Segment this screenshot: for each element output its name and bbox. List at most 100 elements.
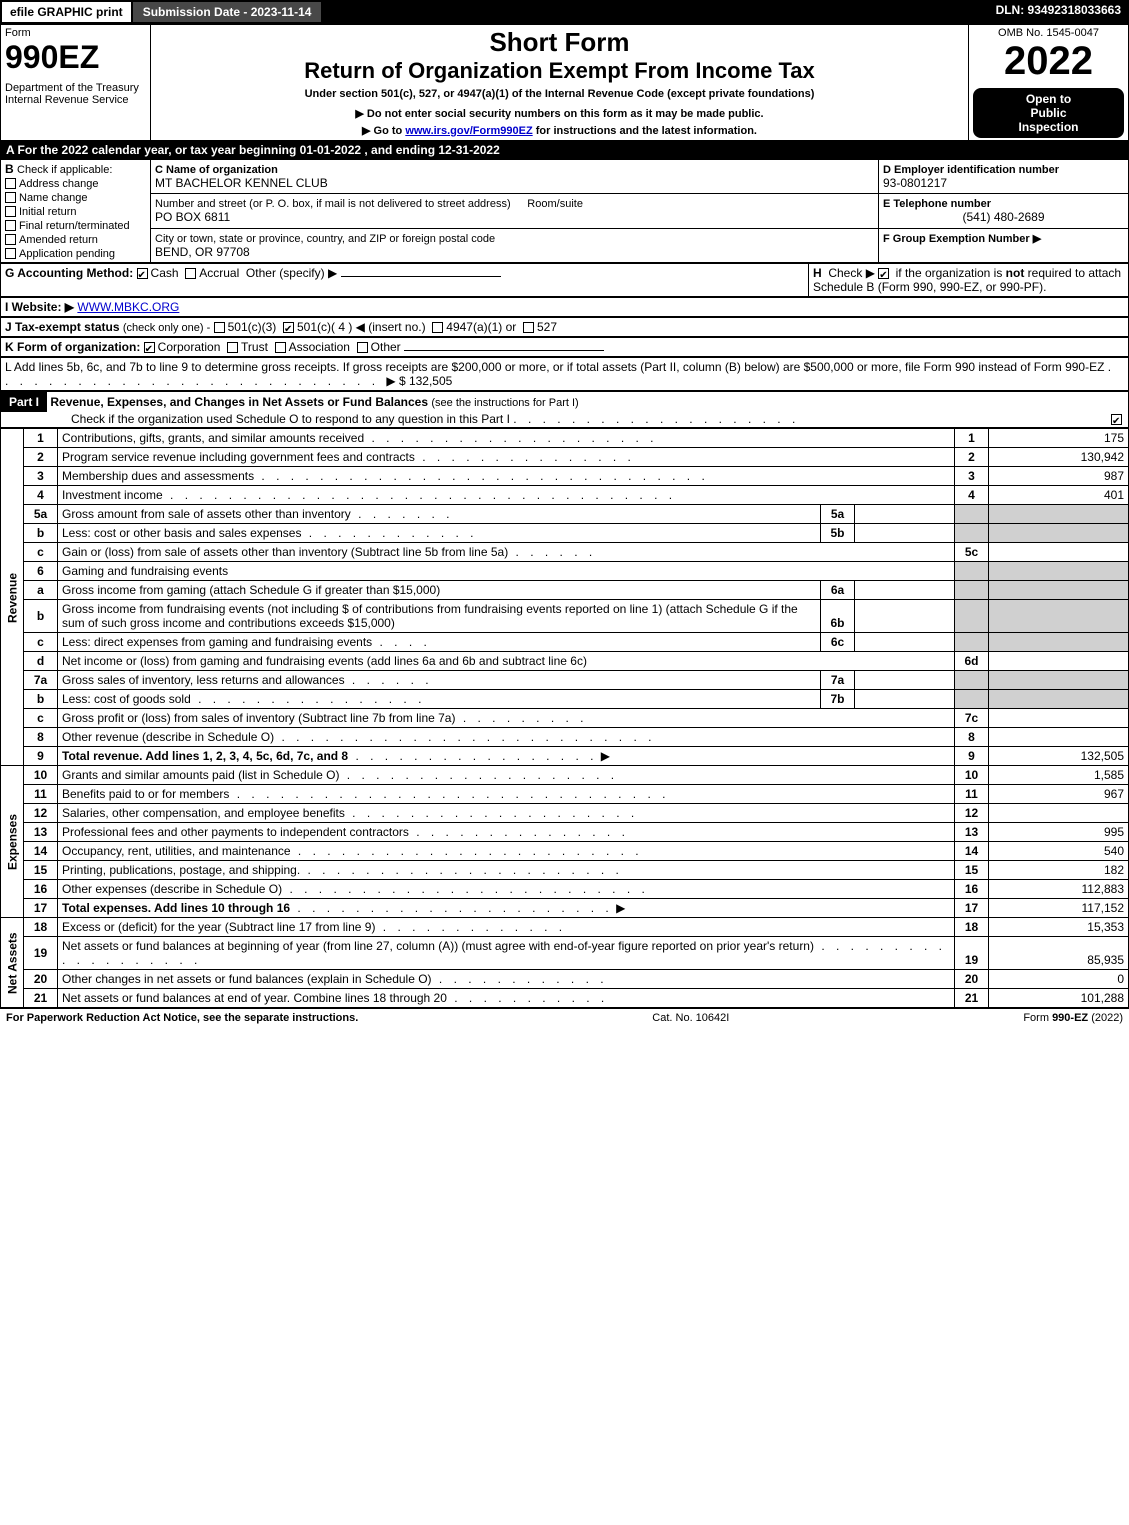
city-value: BEND, OR 97708 — [155, 245, 250, 259]
lbl-initial-return: Initial return — [19, 206, 76, 218]
l11-ref: 11 — [955, 785, 989, 804]
l7a-text: Gross sales of inventory, less returns a… — [58, 671, 821, 690]
l3-text: Membership dues and assessments . . . . … — [58, 467, 955, 486]
l4-text: Investment income . . . . . . . . . . . … — [58, 486, 955, 505]
l21-num: 21 — [24, 989, 58, 1008]
lbl-other-specify: Other (specify) ▶ — [246, 266, 337, 280]
ein-value: 93-0801217 — [883, 176, 947, 190]
l7c-amt — [989, 709, 1129, 728]
l6c-num: c — [24, 633, 58, 652]
l5c-amt — [989, 543, 1129, 562]
l5a-amt-shade — [989, 505, 1129, 524]
top-bar: efile GRAPHIC print Submission Date - 20… — [0, 0, 1129, 24]
l5a-text: Gross amount from sale of assets other t… — [58, 505, 821, 524]
section-d-cell: D Employer identification number 93-0801… — [879, 160, 1129, 194]
chk-trust[interactable] — [227, 342, 238, 353]
submission-date: Submission Date - 2023-11-14 — [133, 0, 322, 24]
other-org-line[interactable] — [404, 350, 604, 351]
j-cell: J Tax-exempt status (check only one) - 5… — [1, 318, 1129, 337]
short-form-title: Short Form — [155, 27, 964, 58]
chk-schedule-b[interactable] — [878, 268, 889, 279]
l12-num: 12 — [24, 804, 58, 823]
l5c-ref: 5c — [955, 543, 989, 562]
chk-amended-return[interactable] — [5, 234, 16, 245]
lbl-address-change: Address change — [19, 178, 99, 190]
open-line2: Public — [1030, 106, 1066, 120]
l6a-text: Gross income from gaming (attach Schedul… — [58, 581, 821, 600]
footer-right: Form 990-EZ (2022) — [1023, 1012, 1123, 1024]
l11-amt: 967 — [989, 785, 1129, 804]
chk-corp[interactable] — [144, 342, 155, 353]
l7a-ref-shade — [955, 671, 989, 690]
dept-treasury: Department of the Treasury — [5, 82, 146, 94]
l2-ref: 2 — [955, 448, 989, 467]
l5b-subamt — [855, 524, 955, 543]
part1-header: Part I Revenue, Expenses, and Changes in… — [0, 391, 1129, 428]
lbl-application-pending: Application pending — [19, 248, 115, 260]
chk-other-org[interactable] — [357, 342, 368, 353]
l20-ref: 20 — [955, 970, 989, 989]
l14-num: 14 — [24, 842, 58, 861]
l6c-text: Less: direct expenses from gaming and fu… — [58, 633, 821, 652]
l14-ref: 14 — [955, 842, 989, 861]
section-f-cell: F Group Exemption Number ▶ — [879, 228, 1129, 262]
chk-assoc[interactable] — [275, 342, 286, 353]
l3-ref: 3 — [955, 467, 989, 486]
chk-final-return[interactable] — [5, 220, 16, 231]
l13-num: 13 — [24, 823, 58, 842]
i-block: I Website: ▶ WWW.MBKC.ORG — [0, 297, 1129, 317]
chk-application-pending[interactable] — [5, 248, 16, 259]
l9-text: Total revenue. Add lines 1, 2, 3, 4, 5c,… — [58, 747, 955, 766]
l21-ref: 21 — [955, 989, 989, 1008]
l6-num: 6 — [24, 562, 58, 581]
l2-text: Program service revenue including govern… — [58, 448, 955, 467]
l14-amt: 540 — [989, 842, 1129, 861]
open-to-public: Open to Public Inspection — [973, 88, 1124, 138]
chk-501c[interactable] — [283, 322, 294, 333]
l1-ref: 1 — [955, 429, 989, 448]
chk-4947[interactable] — [432, 322, 443, 333]
goto-prefix: ▶ Go to — [362, 125, 405, 137]
return-title: Return of Organization Exempt From Incom… — [155, 58, 964, 84]
chk-527[interactable] — [523, 322, 534, 333]
l-block: L Add lines 5b, 6c, and 7b to line 9 to … — [0, 357, 1129, 391]
chk-accrual[interactable] — [185, 268, 196, 279]
section-c-name-cell: C Name of organization MT BACHELOR KENNE… — [151, 160, 879, 194]
efile-print-label[interactable]: efile GRAPHIC print — [0, 0, 133, 24]
check-if-applicable: Check if applicable: — [17, 164, 112, 176]
footer-mid: Cat. No. 10642I — [652, 1012, 729, 1024]
street-value: PO BOX 6811 — [155, 210, 230, 224]
website-link[interactable]: WWW.MBKC.ORG — [77, 300, 179, 314]
l10-amt: 1,585 — [989, 766, 1129, 785]
l5a-ref-shade — [955, 505, 989, 524]
goto-link[interactable]: www.irs.gov/Form990EZ — [405, 125, 532, 137]
l8-ref: 8 — [955, 728, 989, 747]
l8-num: 8 — [24, 728, 58, 747]
goto-line: ▶ Go to www.irs.gov/Form990EZ for instru… — [155, 124, 964, 137]
part1-check-line: Check if the organization used Schedule … — [1, 412, 510, 426]
chk-501c3[interactable] — [214, 322, 225, 333]
open-line1: Open to — [1026, 92, 1071, 106]
chk-address-change[interactable] — [5, 178, 16, 189]
entity-block: B Check if applicable: Address change Na… — [0, 159, 1129, 263]
l19-amt: 85,935 — [989, 937, 1129, 970]
sidebar-net-assets: Net Assets — [1, 918, 24, 1008]
chk-schedule-o-part1[interactable] — [1111, 414, 1122, 425]
l1-text: Contributions, gifts, grants, and simila… — [58, 429, 955, 448]
l19-text: Net assets or fund balances at beginning… — [58, 937, 955, 970]
lbl-name-change: Name change — [19, 192, 88, 204]
chk-cash[interactable] — [137, 268, 148, 279]
l6d-text: Net income or (loss) from gaming and fun… — [58, 652, 955, 671]
l6c-ref-shade — [955, 633, 989, 652]
l6d-amt — [989, 652, 1129, 671]
chk-initial-return[interactable] — [5, 206, 16, 217]
other-specify-line[interactable] — [341, 276, 501, 277]
l20-num: 20 — [24, 970, 58, 989]
header-left-cell: Form 990EZ Department of the Treasury In… — [1, 25, 151, 141]
form-word: Form — [5, 27, 146, 39]
h-label: H — [813, 266, 822, 280]
l6b-num: b — [24, 600, 58, 633]
chk-name-change[interactable] — [5, 192, 16, 203]
l16-amt: 112,883 — [989, 880, 1129, 899]
org-name: MT BACHELOR KENNEL CLUB — [155, 176, 328, 190]
